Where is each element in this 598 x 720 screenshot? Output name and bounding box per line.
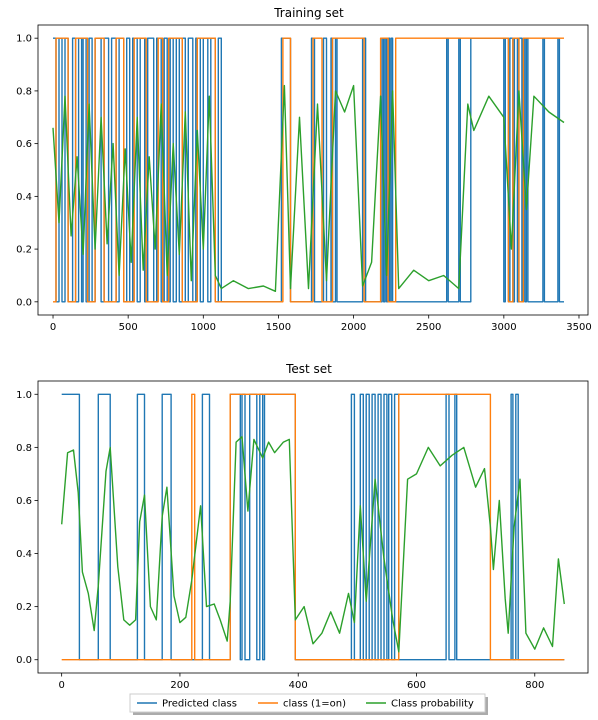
series-line-class-1-on: [61, 393, 565, 661]
series-line-class-probability: [52, 84, 565, 292]
y-tick-label: 1.0: [16, 34, 32, 45]
ticks-layer: 0 500 1000 1500 2000 2500 3000 3500 0.0 0.2 0.4 0.6…: [16, 34, 592, 333]
y-tick-label: 0.6: [16, 139, 32, 150]
legend-label: Class probability: [391, 699, 474, 710]
y-tick-label: 0.8: [16, 443, 32, 454]
plot-frame: [37, 24, 589, 316]
y-tick-label: 0.8: [16, 86, 32, 97]
x-tick-label: 1000: [191, 322, 216, 333]
legend-box: [129, 693, 486, 713]
x-tick-label: 1500: [266, 322, 291, 333]
x-tick-label: 800: [525, 680, 544, 691]
y-tick-label: 0.2: [16, 245, 32, 256]
x-tick-label: 600: [407, 680, 426, 691]
x-tick-label: 0: [50, 322, 56, 333]
legend: Predicted class class (1=on) Class probabi…: [129, 693, 488, 715]
ticks-layer: 0 200 400 600 800 0.0 0.2 0.4 0.6 0.8 1.0: [16, 390, 544, 691]
chart-title: Test set: [285, 362, 332, 376]
x-tick-label: 3500: [566, 322, 591, 333]
x-tick-label: 400: [289, 680, 308, 691]
x-tick-label: 2000: [341, 322, 366, 333]
y-tick-label: 0.4: [16, 192, 32, 203]
test-chart: Test set 0 200 400 600 800 0.0 0.2 0.4 0.6 0.8 1.0: [16, 362, 589, 691]
y-tick-label: 0.4: [16, 549, 32, 560]
x-tick-label: 200: [170, 680, 189, 691]
series-line-class-probability: [61, 436, 565, 653]
series-layer: [61, 393, 565, 661]
y-tick-label: 0.6: [16, 496, 32, 507]
series-line-predicted-class: [53, 37, 564, 303]
y-tick-label: 1.0: [16, 390, 32, 401]
y-tick-label: 0.0: [16, 655, 32, 666]
legend-label: class (1=on): [283, 699, 346, 710]
legend-entries: Predicted class class (1=on) Class probabi…: [137, 699, 474, 710]
x-tick-label: 500: [119, 322, 138, 333]
y-tick-label: 0.2: [16, 602, 32, 613]
x-tick-label: 3000: [491, 322, 516, 333]
y-tick-label: 0.0: [16, 297, 32, 308]
legend-label: Predicted class: [162, 699, 237, 710]
x-tick-label: 2500: [416, 322, 441, 333]
training-chart: Training set 0 500 1000 1500 2000 2500 3000 350…: [16, 6, 592, 333]
series-layer: [52, 37, 565, 303]
x-tick-label: 0: [58, 680, 64, 691]
plot-frame: [37, 380, 589, 674]
series-line-predicted-class: [61, 393, 565, 661]
chart-title: Training set: [273, 6, 344, 20]
